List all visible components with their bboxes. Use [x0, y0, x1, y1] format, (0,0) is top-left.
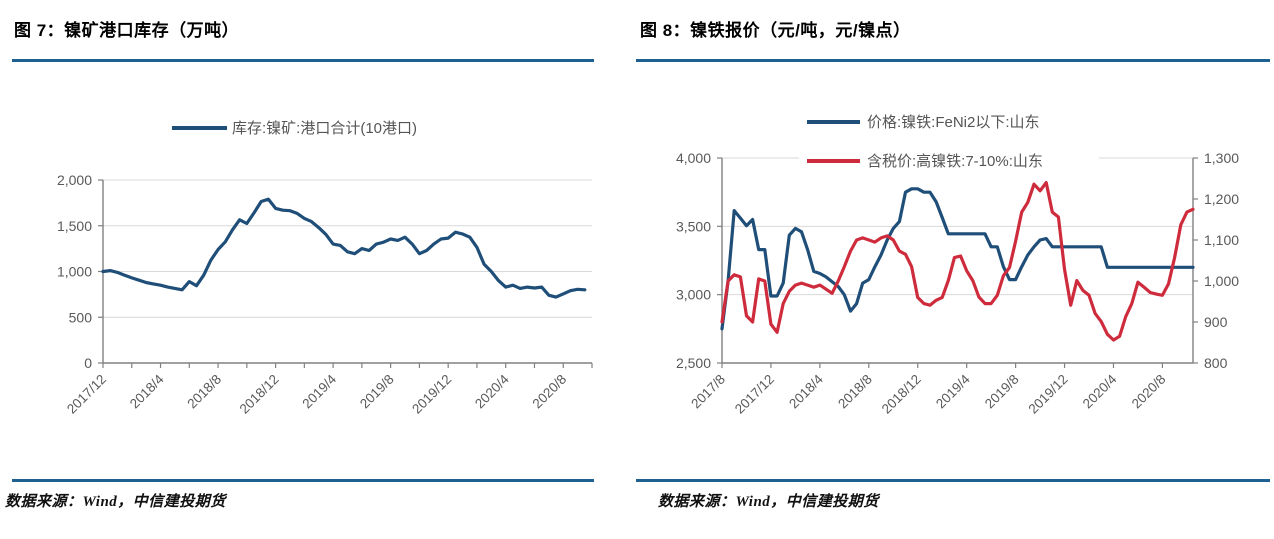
y-axis-label-left: 3,000: [676, 287, 711, 303]
legend-bg: [799, 110, 1099, 133]
y-axis-label-right: 1,300: [1204, 150, 1239, 166]
y-axis-label-right: 1,100: [1204, 232, 1239, 248]
x-axis-label: 2018/12: [237, 372, 282, 417]
y-axis-label-left: 2,500: [676, 355, 711, 371]
x-axis-label: 2017/8: [688, 372, 728, 412]
y-axis-label-left: 3,500: [676, 218, 711, 234]
legend-bg: [799, 149, 1099, 172]
x-axis-label: 2019/12: [1026, 372, 1071, 417]
y-axis-label-right: 900: [1204, 314, 1228, 330]
figure7-chart: 0 500 1,000 1,500 2,000 2017/12 2018/4 2018/8 20…: [57, 119, 593, 417]
y-axis-label-right: 800: [1204, 355, 1228, 371]
y-axis-label-left: 1,000: [57, 264, 92, 280]
x-axis-label: 2019/8: [982, 372, 1022, 412]
figure7-series-0: [101, 197, 587, 299]
figure8-source-rule: [636, 479, 1270, 482]
x-axis-label: 2018/4: [127, 371, 167, 411]
x-axis-label: 2019/4: [299, 371, 339, 411]
x-axis-label: 2018/8: [835, 372, 875, 412]
x-axis-label: 2020/8: [530, 372, 570, 412]
x-axis-label: 2018/12: [879, 372, 924, 417]
x-axis-label: 2020/4: [1080, 371, 1120, 411]
y-axis-label-left: 1,500: [57, 218, 92, 234]
x-axis-label: 2018/8: [184, 372, 224, 412]
figure8-series-0: [720, 187, 1195, 331]
x-axis-label: 2017/12: [732, 372, 777, 417]
figure8-chart: 2,500 3,000 3,500 4,000 800 900 1,000 1,100 1,20…: [676, 110, 1239, 417]
x-axis-label: 2018/4: [786, 371, 826, 411]
legend-label: 库存:镍矿:港口合计(10港口): [232, 119, 417, 137]
figure7-source: 数据来源：Wind，中信建投期货: [5, 494, 226, 510]
x-axis-label: 2020/4: [472, 371, 512, 411]
y-axis-label-right: 1,200: [1204, 191, 1239, 207]
figure7-source-rule: [12, 479, 594, 482]
figure8-title: 图 8：镍铁报价（元/吨，元/镍点）: [640, 21, 911, 40]
y-axis-label-left: 0: [84, 355, 92, 371]
figure8-title-rule: [636, 59, 1270, 62]
x-axis-label: 2019/12: [409, 372, 454, 417]
legend-label: 含税价:高镍铁:7-10%:山东: [867, 152, 1043, 170]
legend-label: 价格:镍铁:FeNi2以下:山东: [867, 113, 1040, 131]
figure8-source: 数据来源：Wind，中信建投期货: [658, 494, 879, 510]
figure7-title-rule: [12, 59, 594, 62]
y-axis-label-left: 2,000: [57, 172, 92, 188]
figure8-series-1: [720, 180, 1195, 342]
y-axis-label-left: 500: [69, 309, 93, 325]
x-axis-label: 2020/8: [1129, 372, 1169, 412]
y-axis-label-right: 1,000: [1204, 273, 1239, 289]
y-axis-label-left: 4,000: [676, 150, 711, 166]
x-axis-label: 2019/8: [357, 372, 397, 412]
x-axis-label: 2019/4: [933, 371, 973, 411]
figure7-title: 图 7：镍矿港口库存（万吨）: [14, 21, 240, 40]
x-axis-label: 2017/12: [64, 372, 109, 417]
